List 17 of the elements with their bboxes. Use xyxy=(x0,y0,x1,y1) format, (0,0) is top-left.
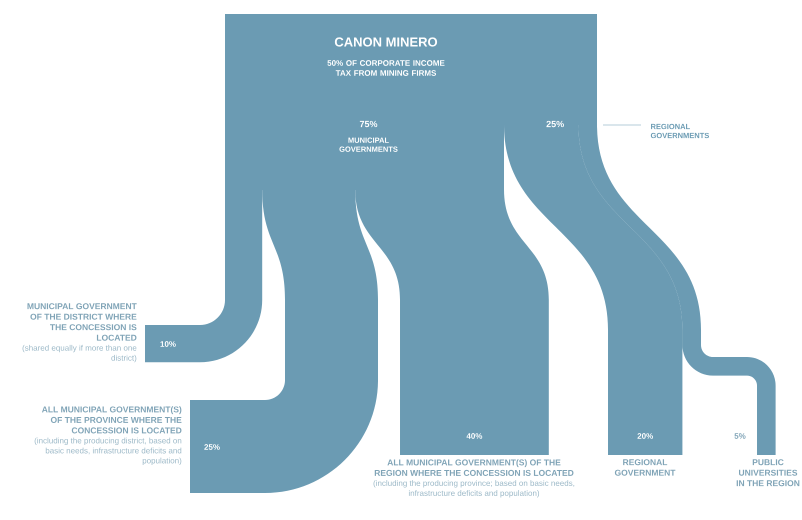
data-label: 5% xyxy=(734,433,746,439)
category-label: ALL MUNICIPAL GOVERNMENT(S) OF THE PROVINCE WHERE THE CONCESSION IS LOCATED xyxy=(42,406,182,434)
category-label: PUBLIC UNIVERSITIES IN THE REGION xyxy=(736,459,800,486)
category-label: REGIONAL GOVERNMENT xyxy=(614,459,676,476)
data-label: 20% xyxy=(637,433,653,439)
category-label: MUNICIPAL GOVERNMENT OF THE DISTRICT WHERE THE CONCESSION IS LOCATED xyxy=(28,303,137,341)
category-label: ALL MUNICIPAL GOVERNMENT(S) OF THE REGION WHERE THE CONCESSION IS LOCATED xyxy=(374,459,574,476)
data-label: 25% xyxy=(204,444,220,450)
text: 25% xyxy=(546,120,564,128)
data-label: 10% xyxy=(160,341,176,347)
text: CANON MINERO xyxy=(334,37,438,47)
data-label: 40% xyxy=(466,433,482,439)
text: (including the producing district, based on basic needs, infrastructure deficits and population) xyxy=(34,438,182,466)
text: (including the producing province; based on basic needs, infrastructure deficits and population) xyxy=(374,480,574,498)
text: 75% xyxy=(360,120,378,128)
text: (shared equally if more than one district) xyxy=(22,344,136,362)
text: 50% OF CORPORATE INCOME TAX FROM MINING FIRMS xyxy=(327,60,444,76)
